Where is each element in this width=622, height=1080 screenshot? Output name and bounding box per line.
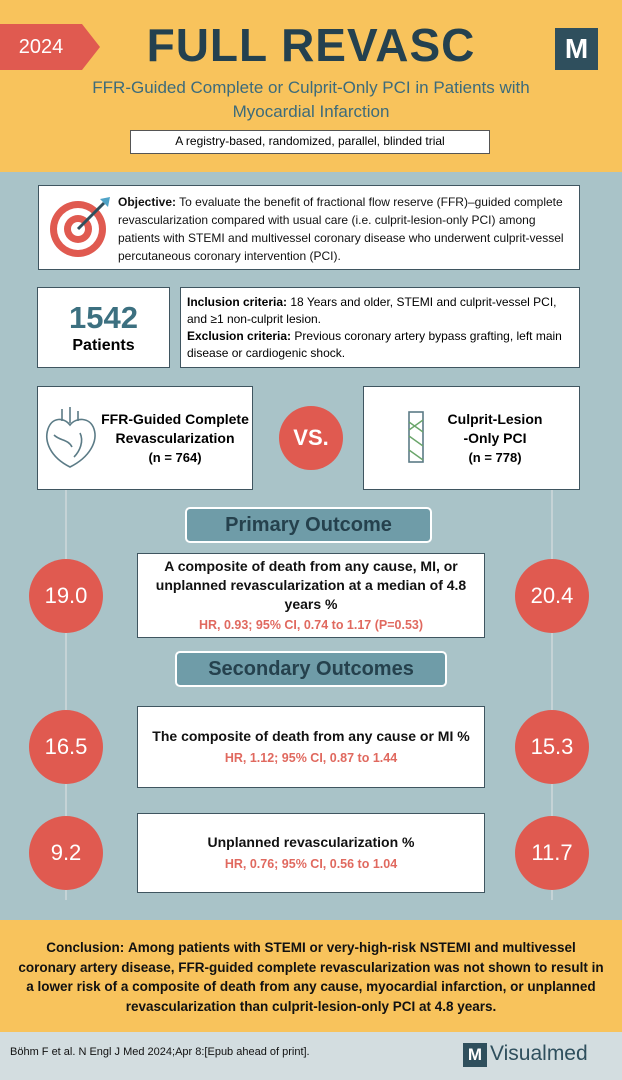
objective-box	[38, 185, 580, 270]
citation: Böhm F et al. N Engl J Med 2024;Apr 8:[E…	[10, 1046, 310, 1058]
secondary-heading: Secondary Outcomes	[175, 651, 447, 687]
vs: VS.	[279, 406, 343, 470]
outcome-box: A composite of death from any cause, MI,…	[137, 553, 485, 638]
exclusion-text: Previous coronary artery bypass grafting…	[187, 329, 562, 360]
objective-text: To evaluate the benefit of fractional fl…	[118, 195, 564, 263]
outcome-stats: HR, 0.93; 95% CI, 0.74 to 1.17 (P=0.53)	[198, 618, 424, 633]
outcome-box: Unplanned revascularization % HR, 0.76; 9…	[137, 813, 485, 893]
target-icon	[50, 197, 110, 257]
outcome-right: 11.7	[515, 816, 589, 890]
arm-n: (n = 764)	[148, 450, 202, 465]
year: 2024	[18, 35, 64, 58]
logo: M	[555, 28, 598, 70]
footer	[0, 1032, 622, 1080]
arm-name: Culprit-Lesion -Only PCI	[447, 411, 543, 446]
objective-label: Objective:	[118, 195, 177, 209]
outcome-box: The composite of death from any cause or…	[137, 706, 485, 788]
outcome-label: Unplanned revascularization %	[207, 834, 415, 851]
outcome-right: 15.3	[515, 710, 589, 784]
arm-box	[37, 386, 253, 490]
conclusion-label: Conclusion:	[46, 940, 125, 955]
title: FULL REVASC	[146, 19, 476, 71]
arm-n: (n = 778)	[468, 450, 522, 465]
outcome-left: 16.5	[29, 710, 103, 784]
conclusion-text: Among patients with STEMI or very-high-r…	[18, 940, 604, 1014]
outcome-left: 19.0	[29, 558, 103, 633]
primary-heading: Primary Outcome	[185, 507, 432, 543]
subtitle: FFR-Guided Complete or Culprit-Only PCI …	[92, 78, 530, 121]
inclusion-label: Inclusion criteria:	[187, 295, 288, 309]
connector	[65, 490, 67, 900]
brand-logo: M	[463, 1043, 487, 1067]
outcome-stats: HR, 0.76; 95% CI, 0.56 to 1.04	[224, 857, 398, 871]
stent-icon	[408, 411, 424, 463]
arm-name: FFR-Guided Complete Revascularization	[101, 411, 249, 446]
exclusion-label: Exclusion criteria:	[187, 329, 292, 343]
conclusion: Conclusion: Among patients with STEMI or…	[0, 920, 622, 1032]
criteria-box: Inclusion criteria: 18 Years and older, …	[180, 287, 580, 368]
objective: Objective: To evaluate the benefit of fr…	[118, 193, 573, 265]
inclusion-text: 18 Years and older, STEMI and culprit-ve…	[187, 295, 557, 326]
brand: Visualmed	[490, 1042, 588, 1065]
outcome-right: 20.4	[515, 558, 589, 633]
connector	[551, 490, 553, 900]
outcome-stats: HR, 1.12; 95% CI, 0.87 to 1.44	[224, 751, 398, 765]
outcome-label: The composite of death from any cause or…	[152, 728, 470, 745]
population-box	[37, 287, 170, 368]
heart-icon	[46, 407, 96, 468]
patient-count: 1542	[69, 300, 138, 335]
design: A registry-based, randomized, parallel, …	[130, 130, 490, 154]
patients-label: Patients	[72, 337, 135, 354]
arm-box	[363, 386, 580, 490]
outcome-label: A composite of death from any cause, MI,…	[155, 557, 467, 612]
year-tag	[0, 24, 100, 70]
outcome-left: 9.2	[29, 816, 103, 890]
